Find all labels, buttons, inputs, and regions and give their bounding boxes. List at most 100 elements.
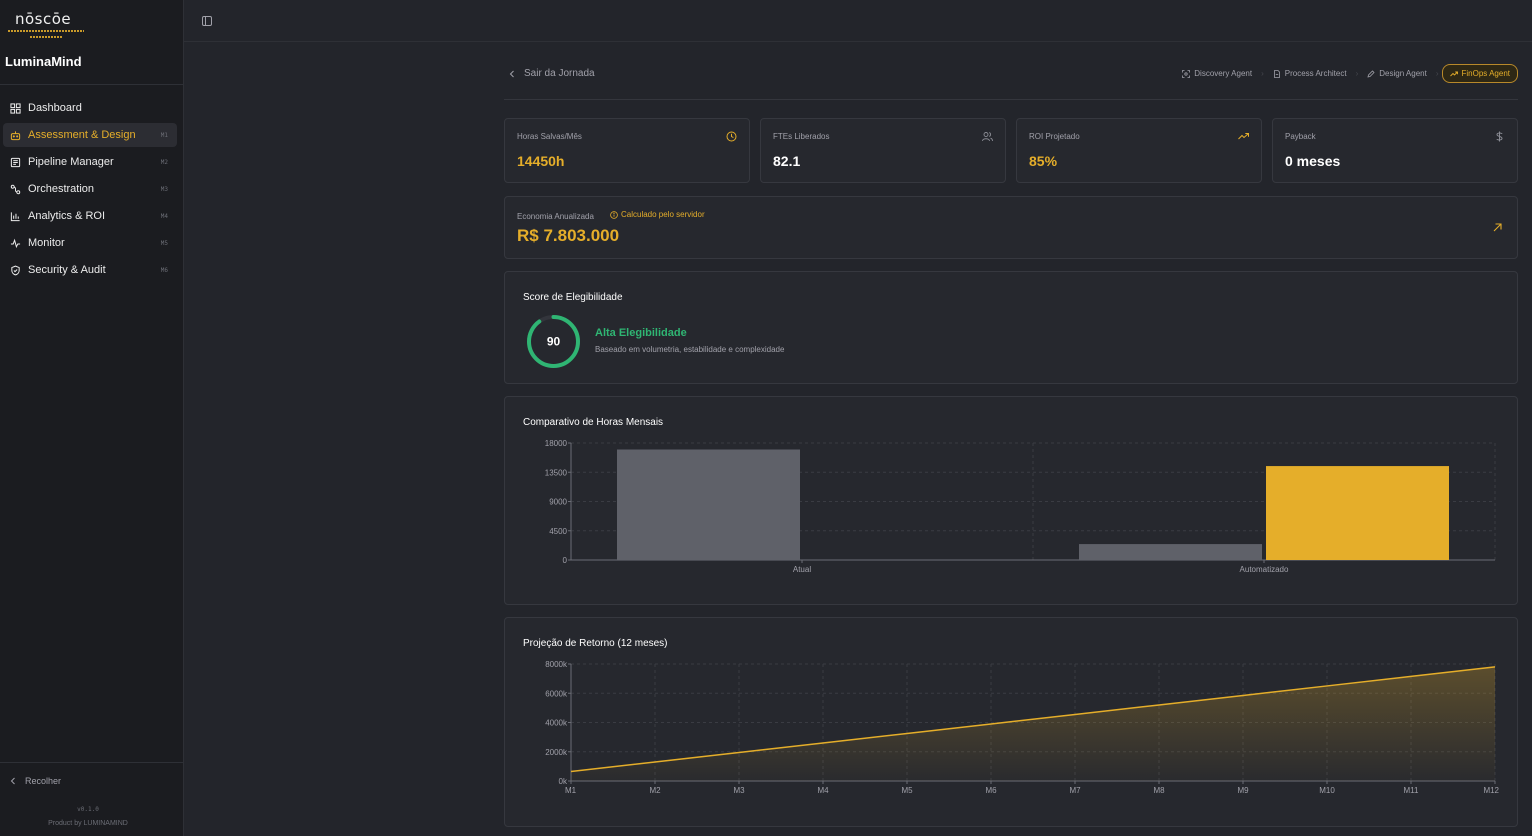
hours-bar-chart: 0 4500 9000 13500 18000 Atual Automatizado <box>545 439 1496 574</box>
sidebar-item-label: Orchestration <box>28 183 95 195</box>
y-tick-label: 9000 <box>549 498 567 507</box>
sidebar-item-label: Dashboard <box>28 102 82 114</box>
logo-subtagline-graphic <box>30 36 62 38</box>
shield-icon <box>9 264 21 276</box>
exit-journey-button[interactable]: Sair da Jornada <box>508 68 595 79</box>
hours-comparison-card: Comparativo de Horas Mensais 0 4500 9000 13… <box>504 396 1518 605</box>
noscoe-logo[interactable]: nōscōe <box>8 8 88 42</box>
return-area-chart: 0k 2000k 4000k 6000k 8000k M1 M2 M3 M4 M5 M6 M7 M8 M9… <box>545 660 1499 795</box>
trending-up-icon <box>1238 133 1249 140</box>
agent-step-process-architect[interactable]: Process Architect <box>1267 64 1353 83</box>
card-title: Comparativo de Horas Mensais <box>523 417 664 428</box>
sidebar-nav: Dashboard Assessment & Design M1 Pipelin… <box>3 96 177 285</box>
clock-icon <box>726 131 737 142</box>
card-title: Projeção de Retorno (12 meses) <box>523 638 668 649</box>
product-credit: Product by LUMINAMIND <box>48 820 128 827</box>
x-tick-label: M4 <box>817 786 829 795</box>
collapse-label: Recolher <box>25 776 62 786</box>
y-tick-label: 6000k <box>545 689 568 698</box>
sidebar-toggle-icon[interactable] <box>201 15 213 27</box>
scan-icon <box>1182 69 1191 78</box>
annual-savings-value: R$ 7.803.000 <box>517 226 620 245</box>
shortcut-badge: M6 <box>160 266 168 274</box>
y-tick-label: 8000k <box>545 660 568 669</box>
version-label: v0.1.0 <box>77 806 99 813</box>
agent-label: Design Agent <box>1379 69 1427 78</box>
x-tick-label: M6 <box>985 786 997 795</box>
y-tick-label: 4000k <box>545 719 568 728</box>
server-calculated-note: Calculado pelo servidor <box>610 210 705 219</box>
kpi-label: ROI Projetado <box>1029 132 1080 141</box>
x-tick-label: M10 <box>1319 786 1335 795</box>
kpi-label: Payback <box>1285 132 1316 141</box>
dollar-icon <box>1496 131 1503 142</box>
card-title: Score de Elegibilidade <box>523 292 623 303</box>
sidebar-item-orchestration[interactable]: Orchestration M3 <box>3 177 177 201</box>
kpi-value: 0 meses <box>1285 153 1341 169</box>
chevron-left-icon <box>10 777 15 785</box>
annual-savings-label: Economia Anualizada <box>517 212 594 221</box>
agent-label: FinOps Agent <box>1461 69 1510 78</box>
bar <box>1266 466 1449 560</box>
sidebar-item-label: Monitor <box>28 237 65 249</box>
divider <box>0 762 183 763</box>
kpi-label: FTEs Liberados <box>773 132 830 141</box>
chevron-right-icon: › <box>1261 69 1264 78</box>
area-fill <box>571 666 1495 781</box>
eligibility-score-card: Score de Elegibilidade 90 Alta Elegibili… <box>504 271 1518 384</box>
robot-icon <box>9 129 21 141</box>
chevron-left-icon <box>509 70 514 77</box>
y-tick-label: 0 <box>563 556 568 565</box>
y-tick-label: 4500 <box>549 527 567 536</box>
x-tick-label: M12 <box>1483 786 1499 795</box>
activity-icon <box>9 237 21 249</box>
bar <box>617 449 800 560</box>
series-line <box>570 666 1496 773</box>
x-tick-label: M11 <box>1404 786 1420 795</box>
y-tick-label: 0k <box>559 777 568 786</box>
sidebar: nōscōe LuminaMind Dashboard Assessment &… <box>0 0 184 836</box>
shortcut-badge: M5 <box>160 239 168 247</box>
agent-step-discovery[interactable]: Discovery Agent <box>1176 64 1258 83</box>
kpi-row: Horas Salvas/Mês 14450h FTEs Liberados 8… <box>504 118 1518 183</box>
return-projection-card: Projeção de Retorno (12 meses) 0k 2000k 40… <box>504 617 1518 827</box>
divider <box>0 84 183 85</box>
sidebar-item-dashboard[interactable]: Dashboard <box>3 96 177 120</box>
sidebar-item-assessment-design[interactable]: Assessment & Design M1 <box>3 123 177 147</box>
shortcut-badge: M3 <box>160 185 168 193</box>
score-level: Alta Elegibilidade <box>595 327 687 339</box>
kpi-value: 82.1 <box>773 153 801 169</box>
sidebar-item-monitor[interactable]: Monitor M5 <box>3 231 177 255</box>
score-description: Baseado em volumetria, estabilidade e co… <box>595 345 785 354</box>
x-tick-label: M2 <box>649 786 661 795</box>
chevron-right-icon: › <box>1355 69 1359 78</box>
x-tick-label: M3 <box>733 786 745 795</box>
collapse-button[interactable]: Recolher <box>9 776 61 786</box>
sidebar-item-security-audit[interactable]: Security & Audit M6 <box>3 258 177 282</box>
sidebar-item-pipeline-manager[interactable]: Pipeline Manager M2 <box>3 150 177 174</box>
main-content: Sair da Jornada Discovery Agent › Proces… <box>504 60 1518 827</box>
arrow-up-right-icon[interactable] <box>1492 222 1503 233</box>
kpi-card-ftes: FTEs Liberados 82.1 <box>760 118 1006 183</box>
x-tick-label: M1 <box>565 786 577 795</box>
kpi-value: 14450h <box>517 153 565 169</box>
shortcut-badge: M1 <box>160 131 168 139</box>
chevron-right-icon: › <box>1435 69 1439 78</box>
agent-step-finops[interactable]: FinOps Agent <box>1441 64 1518 83</box>
journey-bar: Sair da Jornada Discovery Agent › Proces… <box>504 60 1518 100</box>
board-icon <box>9 156 21 168</box>
pen-icon <box>1367 69 1375 78</box>
brand-name: LuminaMind <box>5 54 82 69</box>
sidebar-item-analytics-roi[interactable]: Analytics & ROI M4 <box>3 204 177 228</box>
kpi-card-payback: Payback 0 meses <box>1272 118 1518 183</box>
agent-step-design[interactable]: Design Agent <box>1361 64 1433 83</box>
shortcut-badge: M4 <box>160 212 168 220</box>
topbar <box>184 0 1532 42</box>
sidebar-item-label: Assessment & Design <box>28 129 136 141</box>
route-icon <box>9 183 21 195</box>
exit-journey-label: Sair da Jornada <box>524 68 595 79</box>
kpi-card-hours-saved: Horas Salvas/Mês 14450h <box>504 118 750 183</box>
users-icon <box>982 132 993 142</box>
kpi-label: Horas Salvas/Mês <box>517 132 582 141</box>
sidebar-item-label: Security & Audit <box>28 264 106 276</box>
